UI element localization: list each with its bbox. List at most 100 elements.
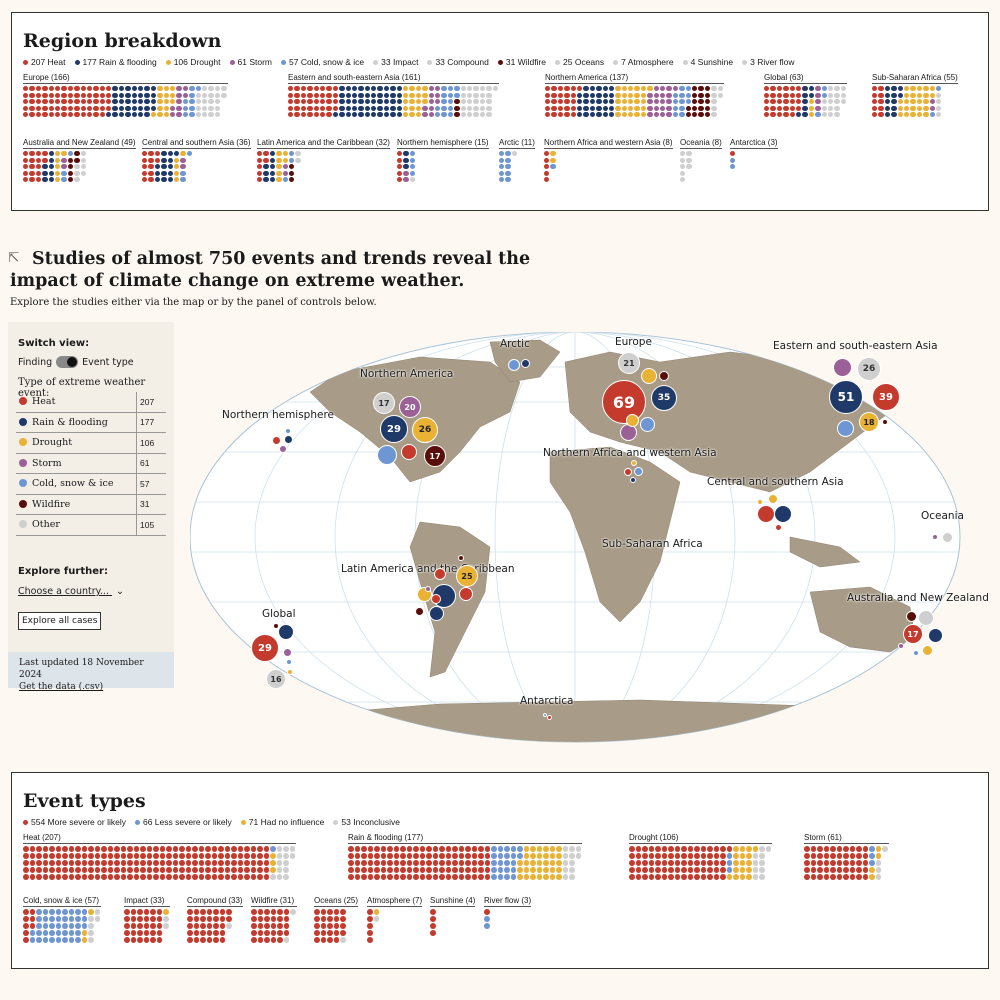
- map-bubble[interactable]: 16: [266, 669, 286, 689]
- map-bubble[interactable]: [286, 659, 292, 665]
- type-row[interactable]: Wildfire 31: [16, 494, 166, 515]
- waffle-group[interactable]: Wildfire (31): [251, 896, 297, 944]
- explore-all-cases-button[interactable]: Explore all cases: [18, 612, 102, 630]
- waffle-group[interactable]: Rain & flooding (177): [348, 833, 582, 881]
- map-bubble[interactable]: [543, 713, 547, 717]
- map-bubble[interactable]: 26: [412, 417, 438, 443]
- map-bubble[interactable]: [414, 606, 424, 616]
- map-bubble[interactable]: 17: [903, 624, 923, 644]
- map-bubble[interactable]: [941, 531, 953, 543]
- map-bubble[interactable]: 17: [424, 445, 446, 467]
- type-row[interactable]: Heat 207: [16, 392, 166, 413]
- map-bubble[interactable]: [287, 669, 293, 675]
- map-bubble[interactable]: [639, 416, 655, 432]
- map-bubble[interactable]: [459, 587, 473, 601]
- map-bubble[interactable]: 69: [602, 380, 646, 424]
- waffle-group[interactable]: Northern hemisphere (15): [397, 138, 489, 184]
- waffle-group[interactable]: Sunshine (4): [430, 896, 476, 944]
- map-bubble[interactable]: [625, 413, 639, 427]
- map-bubble[interactable]: 21: [618, 352, 640, 374]
- map-bubble[interactable]: [918, 610, 934, 626]
- map-bubble[interactable]: 25: [456, 565, 478, 587]
- map-bubble[interactable]: [631, 460, 637, 466]
- waffle-group[interactable]: Northern Africa and western Asia (8): [544, 138, 673, 184]
- map-bubble[interactable]: [921, 644, 933, 656]
- waffle-group[interactable]: River flow (3): [484, 896, 532, 944]
- waffle-group[interactable]: Latin America and the Caribbean (32): [257, 138, 390, 184]
- waffle-group[interactable]: Sub-Saharan Africa (55): [872, 73, 958, 119]
- waffle-group[interactable]: Australia and New Zealand (49): [23, 138, 136, 184]
- waffle-group[interactable]: Central and southern Asia (36): [142, 138, 251, 184]
- map-bubble[interactable]: [659, 371, 669, 381]
- type-row[interactable]: Storm 61: [16, 453, 166, 474]
- map-bubble[interactable]: [278, 624, 294, 640]
- map-bubble[interactable]: 20: [399, 396, 421, 418]
- map-bubble[interactable]: [271, 435, 281, 445]
- map-bubble[interactable]: [641, 368, 657, 384]
- map-bubble[interactable]: [432, 584, 456, 608]
- map-bubble[interactable]: [757, 499, 763, 505]
- map-bubble[interactable]: [633, 466, 643, 476]
- map-bubble[interactable]: 17: [373, 392, 395, 414]
- map-bubble[interactable]: [832, 357, 852, 377]
- waffle-group[interactable]: Atmosphere (7): [367, 896, 423, 944]
- map-bubble[interactable]: 51: [829, 380, 863, 414]
- map-bubble[interactable]: [377, 445, 397, 465]
- waffle-group[interactable]: Northern America (137): [545, 73, 724, 119]
- waffle-group[interactable]: Global (63): [764, 73, 848, 119]
- map-bubble[interactable]: [508, 359, 520, 371]
- map-bubble[interactable]: [882, 419, 888, 425]
- choose-country-dropdown[interactable]: Choose a country... ⌄: [18, 586, 124, 597]
- map-bubble[interactable]: 39: [872, 383, 900, 411]
- map-bubble[interactable]: [282, 647, 292, 657]
- map-bubble[interactable]: [905, 610, 917, 622]
- map-bubble[interactable]: 26: [857, 357, 881, 381]
- map-bubble[interactable]: [757, 505, 775, 523]
- type-row[interactable]: Rain & flooding 177: [16, 412, 166, 433]
- map-bubble[interactable]: 35: [651, 385, 677, 411]
- waffle-group[interactable]: Compound (33): [187, 896, 243, 944]
- map-bubble[interactable]: [774, 523, 782, 531]
- map-bubble[interactable]: 29: [380, 415, 408, 443]
- map-bubble[interactable]: [630, 477, 636, 483]
- map-bubble[interactable]: [927, 627, 943, 643]
- map-bubble[interactable]: [425, 586, 431, 592]
- waffle-group[interactable]: Antarctica (3): [730, 138, 778, 184]
- waffle-group[interactable]: Arctic (11): [499, 138, 535, 184]
- map-bubble[interactable]: [774, 505, 792, 523]
- type-row[interactable]: Other 105: [16, 514, 166, 536]
- map-bubble[interactable]: [279, 445, 287, 453]
- waffle-group[interactable]: Oceans (25): [314, 896, 359, 944]
- finding-label[interactable]: Finding: [18, 356, 53, 368]
- map-bubble[interactable]: [285, 428, 291, 434]
- waffle-group[interactable]: Eastern and south-eastern Asia (161): [288, 73, 499, 119]
- map-bubble[interactable]: 29: [251, 634, 279, 662]
- map-bubble[interactable]: [283, 434, 293, 444]
- map-bubble[interactable]: [913, 650, 919, 656]
- map-bubble[interactable]: [434, 568, 446, 580]
- waffle-group[interactable]: Heat (207): [23, 833, 296, 881]
- map-bubble[interactable]: [401, 444, 417, 460]
- map-bubble[interactable]: [273, 623, 279, 629]
- waffle-group[interactable]: Drought (106): [629, 833, 772, 881]
- event-type-label[interactable]: Event type: [82, 356, 134, 368]
- map-bubble[interactable]: [546, 714, 552, 720]
- get-data-link[interactable]: Get the data (.csv): [19, 682, 104, 692]
- waffle-group[interactable]: Europe (166): [23, 73, 228, 119]
- map-bubble[interactable]: [768, 494, 778, 504]
- view-toggle-switch[interactable]: [56, 356, 79, 368]
- map-bubble[interactable]: [520, 358, 530, 368]
- waffle-group[interactable]: Impact (33): [124, 896, 170, 944]
- map-bubble[interactable]: [932, 534, 938, 540]
- map-bubble[interactable]: [624, 468, 632, 476]
- map-bubble[interactable]: [431, 594, 441, 604]
- map-bubble[interactable]: [836, 419, 854, 437]
- waffle-group[interactable]: Storm (61): [804, 833, 889, 881]
- waffle-group[interactable]: Oceania (8): [680, 138, 722, 184]
- waffle-group[interactable]: Cold, snow & ice (57): [23, 896, 101, 944]
- type-row[interactable]: Drought 106: [16, 432, 166, 454]
- world-map[interactable]: Arctic Europe Eastern and south-eastern As…: [190, 332, 1000, 750]
- map-bubble[interactable]: 18: [859, 412, 879, 432]
- type-row[interactable]: Cold, snow & ice 57: [16, 473, 166, 495]
- map-bubble[interactable]: [458, 555, 464, 561]
